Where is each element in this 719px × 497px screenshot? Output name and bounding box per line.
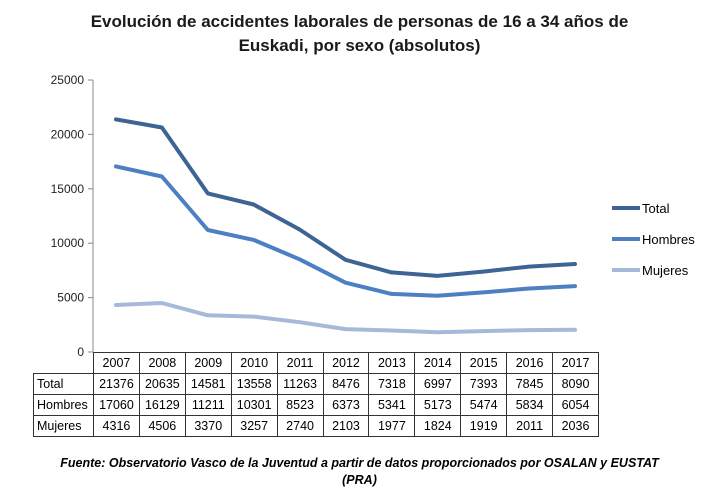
table-row: Mujeres 4316 4506 3370 3257 2740 2103 1977 1824 1… <box>33 415 599 437</box>
y-tick-label: 10000 <box>51 236 85 250</box>
data-label: 10301 <box>230 394 278 416</box>
data-label: 2740 <box>276 415 324 437</box>
x-tick-label: 2010 <box>230 352 278 374</box>
data-label: 2036 <box>552 415 599 437</box>
data-label: 14581 <box>184 373 232 395</box>
chart-title: Evolución de accidentes laborales de per… <box>0 10 719 58</box>
table-row-label: Mujeres <box>33 415 94 437</box>
data-label: 6054 <box>552 394 599 416</box>
y-tick-label: 25000 <box>51 73 85 87</box>
data-label: 17060 <box>93 394 140 416</box>
y-tick-label: 20000 <box>51 127 85 141</box>
table-row: Hombres 17060 16129 11211 10301 8523 6373 5341 5… <box>33 394 599 416</box>
legend-label-hombres: Hombres <box>642 232 695 247</box>
data-label: 2103 <box>322 415 370 437</box>
y-tick-label: 0 <box>77 345 84 359</box>
data-label: 8523 <box>276 394 324 416</box>
table-header-row: 2007 2008 2009 2010 2011 2012 2013 2014 2015 2016… <box>33 352 599 374</box>
data-label: 11263 <box>276 373 324 395</box>
table-row-label: Hombres <box>33 394 94 416</box>
data-label: 11211 <box>184 394 232 416</box>
source-line-2: (PRA) <box>342 473 377 487</box>
y-tick-label: 15000 <box>51 182 85 196</box>
data-table: 2007 2008 2009 2010 2011 2012 2013 2014 2015 2016… <box>33 352 599 437</box>
legend-label-total: Total <box>642 201 670 216</box>
data-label: 5474 <box>460 394 508 416</box>
data-label: 8090 <box>552 373 599 395</box>
data-label: 5173 <box>414 394 462 416</box>
data-label: 1977 <box>368 415 416 437</box>
table-row-label: Total <box>33 373 94 395</box>
series-line-mujeres <box>114 301 577 335</box>
data-label: 4316 <box>93 415 140 437</box>
source-line-1: Fuente: Observatorio Vasco de la Juventu… <box>60 456 659 470</box>
data-label: 2011 <box>506 415 554 437</box>
chart-title-line-1: Evolución de accidentes laborales de per… <box>90 12 629 31</box>
source-note: Fuente: Observatorio Vasco de la Juventu… <box>0 455 719 489</box>
x-tick-label: 2014 <box>414 352 462 374</box>
data-label: 3370 <box>184 415 232 437</box>
series-line-total <box>114 117 577 278</box>
data-label: 13558 <box>230 373 278 395</box>
x-tick-label: 2017 <box>552 352 599 374</box>
data-label: 7845 <box>506 373 554 395</box>
x-tick-label: 2013 <box>368 352 416 374</box>
series-line-hombres <box>114 164 577 298</box>
data-label: 1919 <box>460 415 508 437</box>
data-label: 6373 <box>322 394 370 416</box>
data-label: 20635 <box>138 373 186 395</box>
x-tick-label: 2008 <box>138 352 186 374</box>
chart-title-line-2: Euskadi, por sexo (absolutos) <box>238 36 481 55</box>
legend-label-mujeres: Mujeres <box>642 263 689 278</box>
data-label: 4506 <box>138 415 186 437</box>
data-label: 16129 <box>138 394 186 416</box>
data-label: 7393 <box>460 373 508 395</box>
data-label: 7318 <box>368 373 416 395</box>
data-label: 3257 <box>230 415 278 437</box>
data-label: 8476 <box>322 373 370 395</box>
x-tick-label: 2016 <box>506 352 554 374</box>
x-tick-label: 2015 <box>460 352 508 374</box>
x-tick-label: 2007 <box>93 352 140 374</box>
data-label: 5341 <box>368 394 416 416</box>
data-label: 21376 <box>93 373 140 395</box>
x-tick-label: 2009 <box>184 352 232 374</box>
data-label: 1824 <box>414 415 462 437</box>
x-tick-label: 2011 <box>276 352 324 374</box>
table-corner <box>33 352 94 374</box>
y-tick-label: 5000 <box>57 291 84 305</box>
table-row: Total 21376 20635 14581 13558 11263 8476 7318 69… <box>33 373 599 395</box>
data-label: 5834 <box>506 394 554 416</box>
x-tick-label: 2012 <box>322 352 370 374</box>
data-label: 6997 <box>414 373 462 395</box>
